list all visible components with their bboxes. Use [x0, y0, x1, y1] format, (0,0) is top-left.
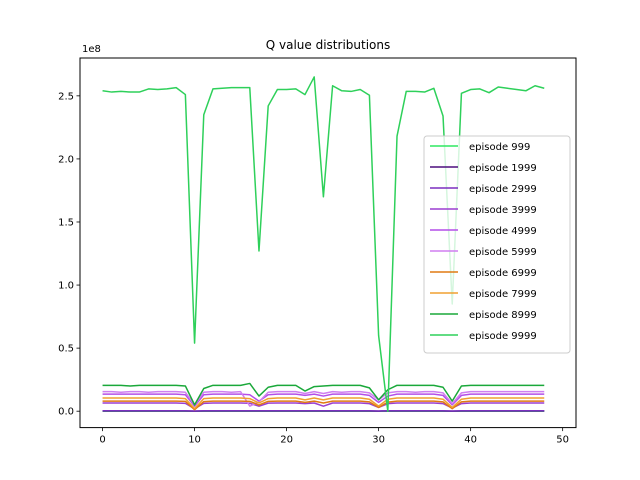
y-tick-label: 2.0: [58, 154, 74, 165]
x-axis: 0 10 20 30 40 50: [99, 427, 569, 446]
legend-label: episode 1999: [469, 163, 537, 174]
chart-title: Q value distributions: [266, 38, 391, 52]
legend-label: episode 5999: [469, 247, 537, 258]
x-tick-label: 10: [188, 435, 201, 446]
legend-label: episode 7999: [469, 289, 537, 300]
x-tick-label: 30: [372, 435, 385, 446]
series-line-3: [102, 402, 545, 410]
y-tick-label: 0.0: [58, 407, 74, 418]
x-tick-label: 40: [464, 435, 477, 446]
series-line-7: [102, 397, 545, 410]
legend-label: episode 3999: [469, 205, 537, 216]
legend-label: episode 6999: [469, 268, 537, 279]
legend-label: episode 2999: [469, 184, 537, 195]
y-tick-label: 2.5: [58, 91, 74, 102]
series-line-8: [102, 382, 545, 406]
legend-label: episode 9999: [469, 331, 537, 342]
x-tick-label: 50: [556, 435, 569, 446]
y-tick-label: 1.5: [58, 217, 74, 228]
x-tick-label: 20: [280, 435, 293, 446]
y-offset-label: 1e8: [82, 44, 101, 55]
series-lines: [102, 76, 545, 412]
legend-label: episode 4999: [469, 226, 537, 237]
y-tick-label: 1.0: [58, 281, 74, 292]
series-line-6: [102, 400, 545, 411]
series-line-4: [102, 393, 545, 407]
y-tick-label: 0.5: [58, 344, 74, 355]
y-axis: 0.0 0.5 1.0 1.5 2.0 2.5: [58, 91, 80, 418]
legend-label: episode 999: [469, 142, 530, 153]
legend-box: [423, 135, 571, 354]
legend: episode 999 episode 1999 episode 2999 episo…: [423, 135, 571, 354]
legend-label: episode 8999: [469, 310, 537, 321]
plot-area-frame: [79, 57, 577, 429]
x-tick-label: 0: [99, 435, 105, 446]
series-line-9: [102, 76, 545, 412]
series-line-5: [102, 390, 545, 407]
